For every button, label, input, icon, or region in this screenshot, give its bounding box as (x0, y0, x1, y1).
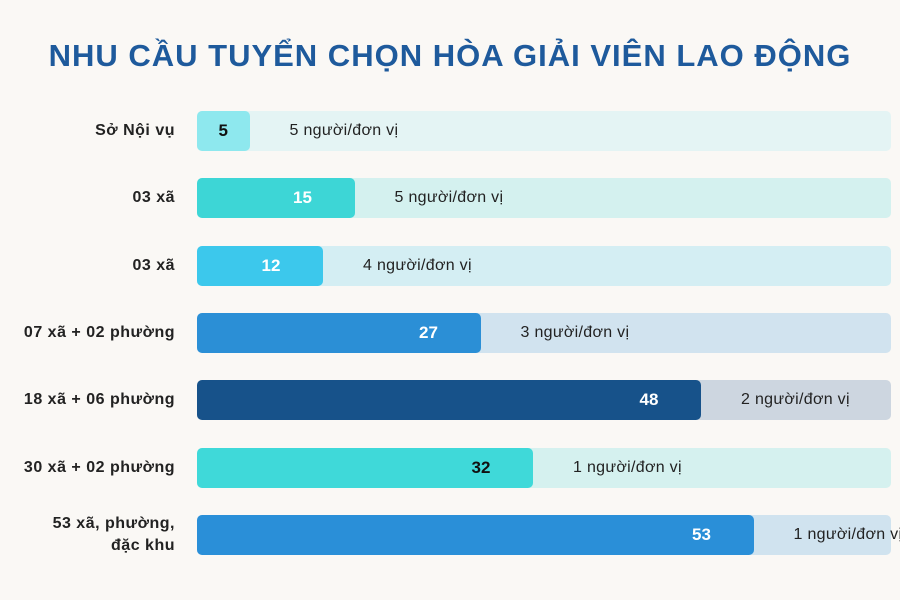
category-label: 03 xã (132, 189, 175, 207)
bar-track: 5 5 người/đơn vị (197, 111, 891, 151)
bar (197, 111, 250, 151)
bar (197, 380, 701, 421)
bar (197, 178, 355, 219)
bar (197, 514, 754, 555)
annotation: 1 người/đơn vị (573, 458, 682, 476)
annotation: 2 người/đơn vị (741, 391, 850, 409)
chart-title: NHU CẦU TUYỂN CHỌN HÒA GIẢI VIÊN LAO ĐỘN… (48, 38, 852, 73)
category-label: 07 xã + 02 phường (23, 323, 175, 341)
category-label: 03 xã (132, 256, 175, 274)
category-label: 30 xã + 02 phường (23, 458, 175, 476)
value-label: 15 (293, 188, 312, 208)
bar-track: 15 5 người/đơn vị (197, 178, 891, 219)
value-label: 32 (471, 457, 491, 477)
value-label: 48 (639, 390, 659, 410)
value-label: 5 (218, 121, 228, 140)
value-label: 27 (419, 322, 438, 342)
value-label: 12 (261, 255, 281, 275)
bar-track: 53 1 người/đơn vị (197, 514, 900, 555)
bar-track: 48 2 người/đơn vị (197, 380, 891, 421)
annotation: 5 người/đơn vị (394, 189, 504, 207)
bar (197, 312, 481, 353)
annotation: 1 người/đơn vị (793, 525, 900, 543)
category-label: 18 xã + 06 phường (23, 391, 175, 409)
bar (197, 245, 323, 286)
annotation: 4 người/đơn vị (363, 256, 472, 274)
annotation: 5 người/đơn vị (289, 122, 399, 139)
bar-track: 12 4 người/đơn vị (197, 245, 891, 286)
bar (197, 447, 533, 488)
category-label: Sở Nội vụ (95, 122, 175, 139)
category-label: 53 xã, phường, đặc khu (52, 514, 175, 554)
annotation: 3 người/đơn vị (520, 323, 630, 341)
bar-track: 32 1 người/đơn vị (197, 447, 891, 488)
value-label: 53 (692, 524, 711, 544)
bar-track: 27 3 người/đơn vị (197, 312, 891, 353)
